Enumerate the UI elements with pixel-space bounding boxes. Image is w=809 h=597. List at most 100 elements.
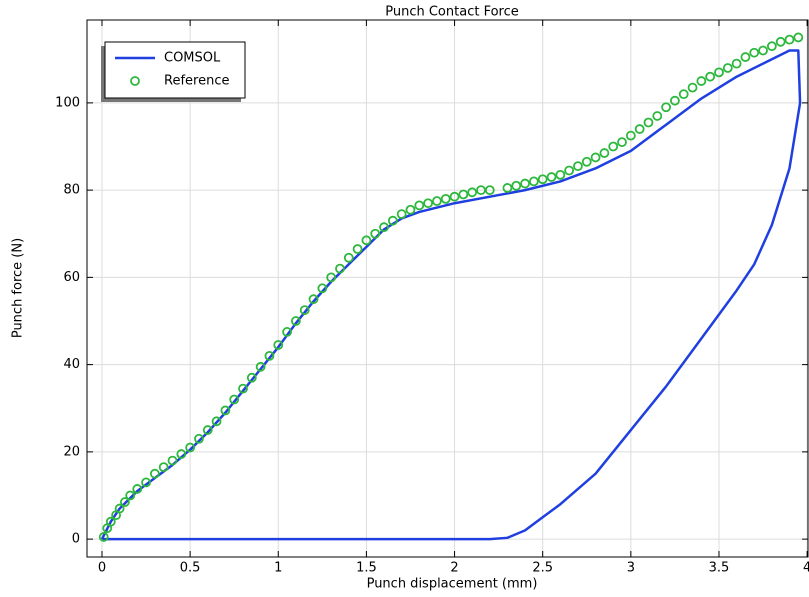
reference-point xyxy=(229,394,240,405)
reference-point xyxy=(652,111,663,121)
reference-point xyxy=(343,252,354,263)
reference-point xyxy=(458,189,469,200)
reference-point xyxy=(387,215,398,226)
reference-point xyxy=(731,58,742,69)
reference-point xyxy=(202,425,213,435)
x-tick-label: 1.5 xyxy=(356,561,377,576)
reference-point xyxy=(696,76,707,86)
reference-point xyxy=(299,305,310,315)
y-tick-label: 20 xyxy=(63,444,80,459)
reference-point xyxy=(581,156,592,167)
reference-point xyxy=(573,161,583,172)
y-axis-label: Punch force (N) xyxy=(11,238,26,338)
reference-point xyxy=(167,455,178,466)
reference-point xyxy=(537,174,548,185)
reference-point xyxy=(617,137,627,148)
legend-marker xyxy=(130,76,140,86)
reference-point xyxy=(423,198,434,209)
legend-label: Reference xyxy=(164,74,229,89)
reference-point xyxy=(264,350,275,361)
reference-point xyxy=(282,327,292,337)
reference-point xyxy=(643,117,654,128)
reference-point xyxy=(98,532,109,542)
reference-point xyxy=(105,516,116,527)
x-tick-label: 2.5 xyxy=(532,561,553,576)
reference-point xyxy=(149,468,160,479)
reference-point xyxy=(370,228,381,239)
reference-point xyxy=(520,178,530,189)
reference-point xyxy=(670,95,680,106)
x-tick-label: 4 xyxy=(803,561,809,576)
x-tick-label: 3 xyxy=(627,561,635,576)
comsol-line xyxy=(100,49,802,541)
y-tick-label: 60 xyxy=(63,270,80,285)
reference-point xyxy=(740,52,751,62)
reference-point xyxy=(546,172,557,182)
reference-point xyxy=(528,176,539,187)
reference-point xyxy=(414,200,425,211)
reference-point xyxy=(511,180,522,191)
reference-point xyxy=(634,124,645,134)
reference-point xyxy=(687,82,698,93)
reference-point xyxy=(749,47,760,58)
legend-label: COMSOL xyxy=(164,51,221,66)
reference-point xyxy=(599,148,610,158)
reference-point xyxy=(132,484,143,494)
reference-point xyxy=(625,130,636,141)
reference-point xyxy=(238,383,248,394)
y-tick-label: 0 xyxy=(72,532,80,547)
x-axis-label: Punch displacement (mm) xyxy=(367,577,538,592)
reference-point xyxy=(555,169,566,180)
reference-point xyxy=(220,405,231,416)
reference-point xyxy=(125,490,136,501)
reference-point xyxy=(176,449,187,459)
reference-point xyxy=(194,433,204,444)
x-tick-label: 2 xyxy=(450,561,458,576)
reference-point xyxy=(678,89,689,100)
reference-point xyxy=(467,187,478,198)
reference-point xyxy=(432,196,442,206)
reference-point xyxy=(722,63,733,73)
reference-point xyxy=(564,165,575,176)
reference-point xyxy=(784,34,795,45)
reference-point xyxy=(141,477,151,488)
reference-point xyxy=(290,316,301,326)
legend-box xyxy=(104,41,246,99)
reference-point xyxy=(246,372,257,383)
reference-point xyxy=(484,185,495,196)
reference-point xyxy=(793,32,804,43)
reference-point xyxy=(608,141,619,152)
chart-title: Punch Contact Force xyxy=(385,5,519,20)
reference-point xyxy=(379,222,389,233)
reference-point xyxy=(714,67,724,78)
reference-point xyxy=(361,235,372,246)
x-tick-label: 3.5 xyxy=(709,561,730,576)
plot-frame xyxy=(86,19,809,558)
y-tick-label: 100 xyxy=(55,95,80,110)
reference-point xyxy=(317,283,328,294)
reference-point xyxy=(440,193,451,204)
reference-point xyxy=(405,204,416,215)
reference-point xyxy=(114,503,125,514)
x-tick-label: 0 xyxy=(98,561,106,576)
reference-point xyxy=(326,272,337,283)
y-tick-label: 80 xyxy=(63,183,80,198)
reference-point xyxy=(766,41,777,52)
reference-point xyxy=(449,191,460,202)
x-tick-label: 1 xyxy=(274,561,282,576)
reference-point xyxy=(705,71,716,82)
reference-point xyxy=(775,36,786,47)
reference-point xyxy=(211,416,222,427)
reference-point xyxy=(590,152,601,163)
reference-point xyxy=(255,361,266,372)
reference-point xyxy=(661,102,671,113)
reference-point xyxy=(352,244,363,254)
legend: COMSOL Reference xyxy=(101,41,246,102)
reference-point xyxy=(120,497,130,507)
reference-point xyxy=(396,209,407,220)
reference-point xyxy=(308,294,319,305)
reference-point xyxy=(273,340,284,350)
y-tick-label: 40 xyxy=(63,357,80,372)
x-tick-label: 0.5 xyxy=(180,561,201,576)
